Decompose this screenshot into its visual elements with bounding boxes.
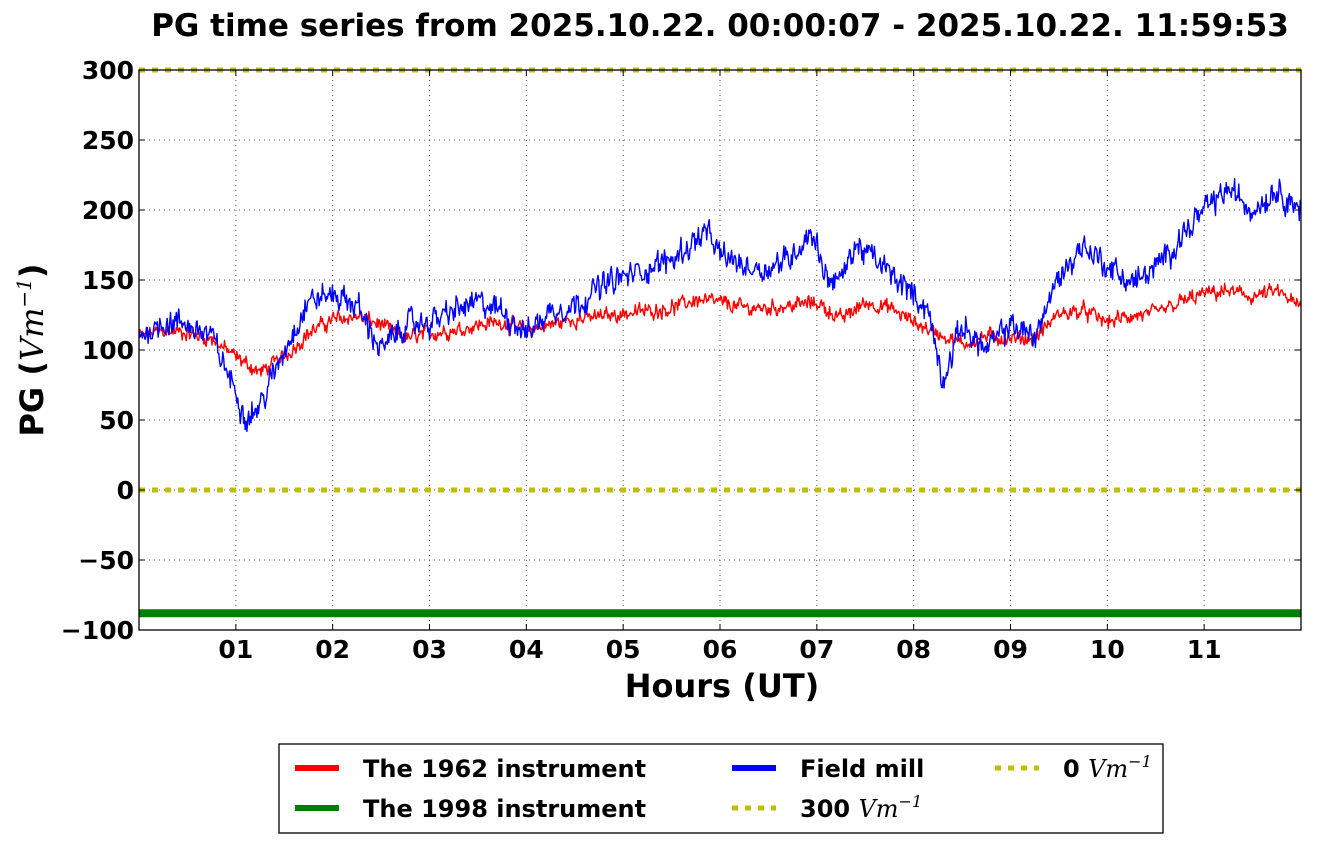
x-tick-label: 05 bbox=[606, 635, 641, 664]
legend-label-300: 300 Vm−1 bbox=[800, 792, 922, 823]
x-tick-label: 08 bbox=[896, 635, 931, 664]
x-tick-label: 02 bbox=[315, 635, 350, 664]
y-tick-label: −100 bbox=[61, 616, 134, 645]
y-tick-label: 200 bbox=[82, 196, 134, 225]
y-tick-label: 300 bbox=[82, 56, 134, 85]
legend-label-the-1998-instrument: The 1998 instrument bbox=[363, 795, 646, 823]
x-tick-label: 07 bbox=[799, 635, 834, 664]
y-axis-label-text: PG ( bbox=[13, 361, 51, 436]
x-axis-label: Hours (UT) bbox=[625, 667, 820, 705]
x-tick-label: 01 bbox=[218, 635, 253, 664]
y-tick-labels: 300 250 200 150 100 50 0 −50 −100 bbox=[61, 56, 1301, 645]
y-tick-label: 250 bbox=[82, 126, 134, 155]
y-tick-label: 0 bbox=[117, 476, 134, 505]
x-tick-label: 04 bbox=[509, 635, 544, 664]
y-tick-label: 150 bbox=[82, 266, 134, 295]
legend-label-field-mill: Field mill bbox=[800, 755, 924, 783]
legend-label-0: 0 Vm−1 bbox=[1063, 752, 1152, 783]
y-axis-label-exponent: −1 bbox=[12, 278, 36, 307]
x-tick-label: 03 bbox=[412, 635, 447, 664]
grid-lines bbox=[139, 69, 1301, 631]
legend-box bbox=[278, 743, 1164, 834]
x-tick-label: 06 bbox=[703, 635, 738, 664]
chart-title: PG time series from 2025.10.22. 00:00:07… bbox=[151, 8, 1289, 44]
x-tick-label: 10 bbox=[1090, 635, 1125, 664]
legend-label-the-1962-instrument: The 1962 instrument bbox=[363, 755, 646, 783]
x-tick-labels: 01 02 03 04 05 06 07 08 09 10 11 bbox=[218, 70, 1222, 664]
y-tick-label: 100 bbox=[82, 336, 134, 365]
y-axis-label: PG (Vm−1) bbox=[12, 263, 51, 436]
x-tick-label: 09 bbox=[993, 635, 1028, 664]
series-line-field-mill bbox=[138, 177, 1302, 432]
legend: The 1962 instrument The 1998 instrument Fi… bbox=[278, 743, 1164, 834]
series-line-the-1962-instrument bbox=[138, 282, 1302, 377]
y-tick-label: 50 bbox=[99, 406, 134, 435]
x-tick-label: 11 bbox=[1187, 635, 1222, 664]
y-tick-label: −50 bbox=[78, 546, 134, 575]
y-axis-label-close: ) bbox=[13, 263, 51, 278]
y-axis-label-unit: Vm bbox=[13, 308, 51, 361]
data-series bbox=[138, 177, 1302, 618]
